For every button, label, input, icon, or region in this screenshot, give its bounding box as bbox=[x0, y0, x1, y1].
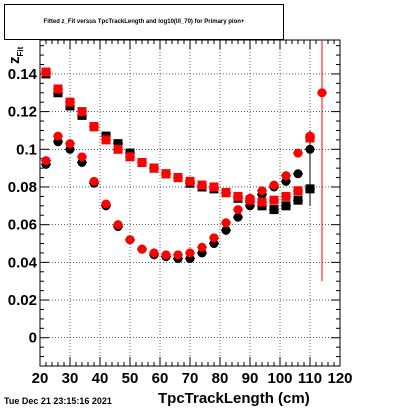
series-3-circle-marker bbox=[101, 199, 111, 209]
y-tick-label: 0.1 bbox=[16, 141, 37, 158]
series-3-circle-marker bbox=[173, 250, 183, 260]
series-0-square-marker bbox=[113, 139, 123, 149]
series-2-square-marker bbox=[185, 176, 195, 186]
x-axis-label: TpcTrackLength (cm) bbox=[158, 390, 310, 407]
series-0-square-marker bbox=[305, 184, 315, 194]
series-2-square-marker bbox=[281, 191, 291, 201]
x-tick-label: 40 bbox=[92, 370, 109, 387]
y-tick-label: 0.14 bbox=[8, 66, 38, 83]
y-tick-label: 0 bbox=[29, 330, 37, 347]
series-2-square-marker bbox=[233, 191, 243, 201]
series-1-circle-marker bbox=[293, 169, 303, 179]
series-3-circle-marker bbox=[137, 244, 147, 254]
series-3-circle-marker bbox=[161, 250, 171, 260]
y-tick-label: 0.02 bbox=[8, 292, 37, 309]
x-tick-label: 110 bbox=[298, 370, 322, 387]
series-2-square-marker bbox=[125, 152, 135, 162]
x-tick-label: 50 bbox=[122, 370, 139, 387]
series-1-circle-marker bbox=[233, 212, 243, 222]
series-3-circle-marker bbox=[125, 235, 135, 245]
y-axis-label: zFit bbox=[6, 46, 25, 64]
series-2-square-marker bbox=[257, 197, 267, 207]
timestamp-footer: Tue Dec 21 23:15:16 2021 bbox=[4, 396, 112, 406]
series-3-circle-marker bbox=[281, 171, 291, 181]
series-1-circle-marker bbox=[305, 144, 315, 154]
series-3-circle-marker bbox=[233, 205, 243, 215]
x-tick-label: 90 bbox=[242, 370, 259, 387]
y-tick-label: 0.04 bbox=[8, 254, 38, 271]
series-3-circle-marker bbox=[53, 131, 63, 141]
chart-title: Fitted z_Fit versus TpcTrackLength and l… bbox=[4, 4, 284, 40]
series-3-circle-marker bbox=[89, 176, 99, 186]
series-3-circle-marker bbox=[113, 220, 123, 230]
series-2-square-marker bbox=[65, 97, 75, 107]
series-2-square-marker bbox=[77, 107, 87, 117]
tick-labels: 20 30 40 50 60 70 80 90 100 110 120 0 0.02 0.04 0.06 0.… bbox=[8, 66, 353, 387]
x-tick-label: 100 bbox=[267, 370, 292, 387]
series-3-circle-marker bbox=[149, 248, 159, 258]
series-2-square-marker bbox=[293, 186, 303, 196]
y-tick-label: 0.08 bbox=[8, 179, 37, 196]
x-tick-label: 120 bbox=[327, 370, 352, 387]
series-3-circle-marker bbox=[221, 218, 231, 228]
grid bbox=[39, 40, 341, 366]
series-0-square-marker bbox=[293, 195, 303, 205]
x-tick-label: 60 bbox=[152, 370, 169, 387]
series-2-square-marker bbox=[137, 157, 147, 167]
series-2-square-marker bbox=[41, 67, 51, 77]
series-2-square-marker bbox=[89, 122, 99, 132]
series-2-square-marker bbox=[149, 163, 159, 173]
series-3-circle-marker bbox=[257, 186, 267, 196]
x-tick-label: 30 bbox=[62, 370, 79, 387]
series-3-circle-marker bbox=[197, 242, 207, 252]
series-2-square-marker bbox=[269, 195, 279, 205]
series-0-square-marker bbox=[281, 201, 291, 211]
series-3-circle-marker bbox=[185, 248, 195, 258]
y-tick-label: 0.12 bbox=[8, 104, 37, 121]
series-0-square-marker bbox=[269, 205, 279, 215]
series-3-circle-marker bbox=[77, 152, 87, 162]
series-2-square-marker bbox=[209, 182, 219, 192]
series-3-circle-marker bbox=[269, 180, 279, 190]
series-3-circle-marker bbox=[305, 131, 315, 141]
y-axis-label-subscript: Fit bbox=[16, 46, 25, 57]
series-2-square-marker bbox=[53, 84, 63, 94]
series-3-circle-marker bbox=[245, 193, 255, 203]
series-3-circle-marker bbox=[209, 233, 219, 243]
x-tick-label: 70 bbox=[182, 370, 199, 387]
series-2-square-marker bbox=[173, 173, 183, 183]
series-1-circle-marker bbox=[221, 225, 231, 235]
series-2-square-marker bbox=[161, 169, 171, 179]
series-3-circle-marker bbox=[65, 139, 75, 149]
axis-ticks bbox=[39, 40, 341, 366]
x-tick-label: 80 bbox=[212, 370, 229, 387]
data-points bbox=[41, 67, 327, 264]
series-2-square-marker bbox=[113, 144, 123, 154]
series-2-square-marker bbox=[101, 135, 111, 145]
series-3-circle-marker bbox=[317, 88, 327, 98]
series-2-square-marker bbox=[197, 180, 207, 190]
x-tick-label: 20 bbox=[32, 370, 49, 387]
series-2-square-marker bbox=[221, 188, 231, 198]
y-tick-label: 0.06 bbox=[8, 217, 37, 234]
series-3-circle-marker bbox=[293, 148, 303, 158]
series-3-circle-marker bbox=[41, 156, 51, 166]
